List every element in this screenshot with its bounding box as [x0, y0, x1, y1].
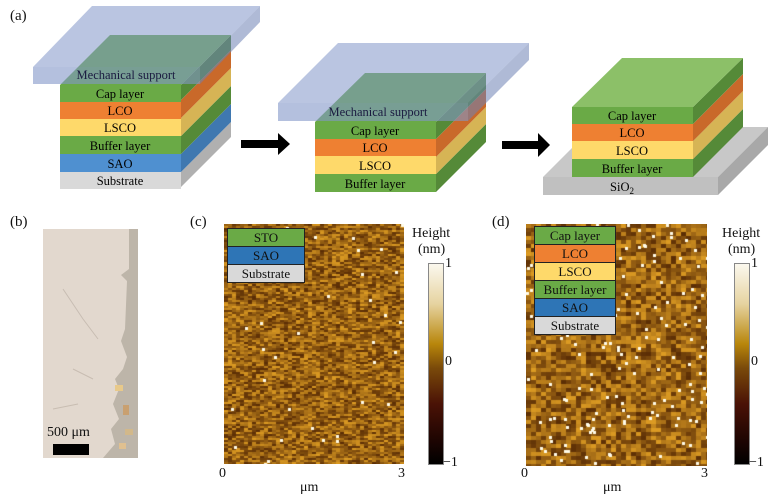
stack3-layer-label: Cap layer	[608, 109, 657, 123]
x-tick-min-d: 0	[521, 466, 528, 481]
stack2-support-label: Mechanical support	[329, 105, 428, 119]
stack3-base-side	[718, 127, 768, 195]
colorbar-unit-d: (nm)	[728, 242, 756, 257]
stack2-layer-label: Buffer layer	[345, 177, 406, 191]
stack2-buffer-front	[315, 174, 436, 192]
stack1-buffer-side	[181, 86, 231, 154]
legend-d-item: SAO	[535, 299, 615, 317]
stack2-layer-label: LSCO	[359, 159, 391, 173]
panel-a-label: (a)	[10, 8, 27, 24]
stack1-lsco-side	[181, 68, 231, 136]
stack2-layer-label: LCO	[363, 141, 388, 155]
stack1-support-side	[200, 6, 260, 84]
stack3-buffer-side	[693, 109, 743, 177]
stack-2: Mechanical support Cap layer LCO LSCO Bu…	[278, 43, 529, 192]
stack2-lsco-front	[315, 156, 436, 174]
stack3-layer-label: LSCO	[616, 144, 648, 158]
stack1-lco-side	[181, 50, 231, 118]
legend-d-item: Substrate	[535, 317, 615, 334]
panel-c-label: (c)	[190, 214, 207, 230]
stack1-layer-label: Cap layer	[96, 87, 145, 101]
scalebar	[53, 444, 89, 455]
x-tick-max-c: 3	[398, 466, 405, 481]
colorbar-unit-c: (nm)	[418, 242, 446, 257]
stack2-layer-label: Cap layer	[351, 124, 400, 138]
panel-b-label: (b)	[10, 214, 28, 230]
stack3-lsco-front	[572, 141, 693, 159]
stack1-layer-label: LSCO	[104, 121, 136, 135]
stack1-lsco-front	[60, 119, 181, 136]
colorbar-title-c: Height	[412, 226, 451, 241]
stack1-layer-label: SAO	[107, 157, 132, 171]
stack3-buffer-front	[572, 159, 693, 177]
stack1-layer-label: Substrate	[97, 174, 144, 188]
stack1-lco-front	[60, 102, 181, 119]
stack1-buffer-front	[60, 136, 181, 154]
stack2-buffer-side	[436, 124, 486, 192]
stack1-support-front	[33, 67, 200, 84]
colorbar-min-c: −1	[443, 455, 458, 470]
stack1-layer-label: LCO	[108, 104, 133, 118]
stack2-support-top	[278, 43, 529, 103]
optical-micrograph: 500 μm	[43, 229, 138, 458]
stack2-cap-front	[315, 122, 436, 139]
legend-d-item: Buffer layer	[535, 281, 615, 299]
micrograph-image	[43, 229, 138, 458]
stack3-layer-label: Buffer layer	[602, 162, 663, 176]
x-tick-max-d: 3	[701, 466, 708, 481]
stack3-lsco-side	[693, 91, 743, 159]
stack1-support-label: Mechanical support	[77, 68, 176, 82]
stack3-cap-side	[693, 58, 743, 124]
colorbar-d	[734, 263, 750, 465]
colorbar-mid-d: 0	[751, 354, 758, 369]
stack1-substrate-front	[60, 172, 181, 189]
arrow-right-icon	[241, 133, 290, 155]
legend-d-item: Cap layer	[535, 227, 615, 245]
stack3-layer-label: LCO	[620, 126, 645, 140]
x-axis-label-d: μm	[603, 480, 622, 495]
stack1-support-top	[33, 6, 260, 67]
stack2-lsco-side	[436, 107, 486, 174]
stack1-sao-side	[181, 104, 231, 172]
stack3-base-front	[543, 177, 718, 195]
panel-d-label: (d)	[492, 214, 510, 230]
legend-c-item: SAO	[228, 247, 304, 265]
stack2-support-side	[468, 43, 529, 121]
legend-d-item: LCO	[535, 245, 615, 263]
stack3-lco-side	[693, 74, 743, 141]
x-tick-min-c: 0	[219, 466, 226, 481]
stack-1: Mechanical support Cap layer LCO LSCO Bu…	[33, 6, 260, 189]
arrow-right-icon	[502, 133, 550, 157]
legend-c: STO SAO Substrate	[227, 228, 305, 283]
stack3-top	[572, 58, 743, 107]
legend-c-item: Substrate	[228, 265, 304, 282]
colorbar-c	[428, 263, 444, 465]
colorbar-max-c: 1	[445, 256, 452, 271]
stack-3: Cap layer LCO LSCO Buffer layer SiO2	[543, 58, 768, 196]
scalebar-label: 500 μm	[47, 425, 90, 440]
colorbar-title-d: Height	[722, 226, 761, 241]
stack2-support-front	[278, 103, 468, 121]
legend-d-item: LSCO	[535, 263, 615, 281]
stack3-cap-front	[572, 107, 693, 124]
colorbar-min-d: −1	[749, 455, 764, 470]
stack1-sao-front	[60, 154, 181, 172]
stack1-layer-label: Buffer layer	[90, 139, 151, 153]
legend-d: Cap layer LCO LSCO Buffer layer SAO Subs…	[534, 226, 616, 335]
panel-a-diagram: Mechanical support Cap layer LCO LSCO Bu…	[33, 6, 768, 196]
legend-c-item: STO	[228, 229, 304, 247]
colorbar-mid-c: 0	[445, 354, 452, 369]
x-axis-label-c: μm	[300, 480, 319, 495]
stack1-substrate-side	[181, 122, 231, 187]
stack1-cap-front	[60, 85, 181, 102]
colorbar-max-d: 1	[751, 256, 758, 271]
stack3-base-label: SiO2	[610, 180, 634, 196]
stack3-lco-front	[572, 124, 693, 141]
stack2-lco-front	[315, 139, 436, 156]
